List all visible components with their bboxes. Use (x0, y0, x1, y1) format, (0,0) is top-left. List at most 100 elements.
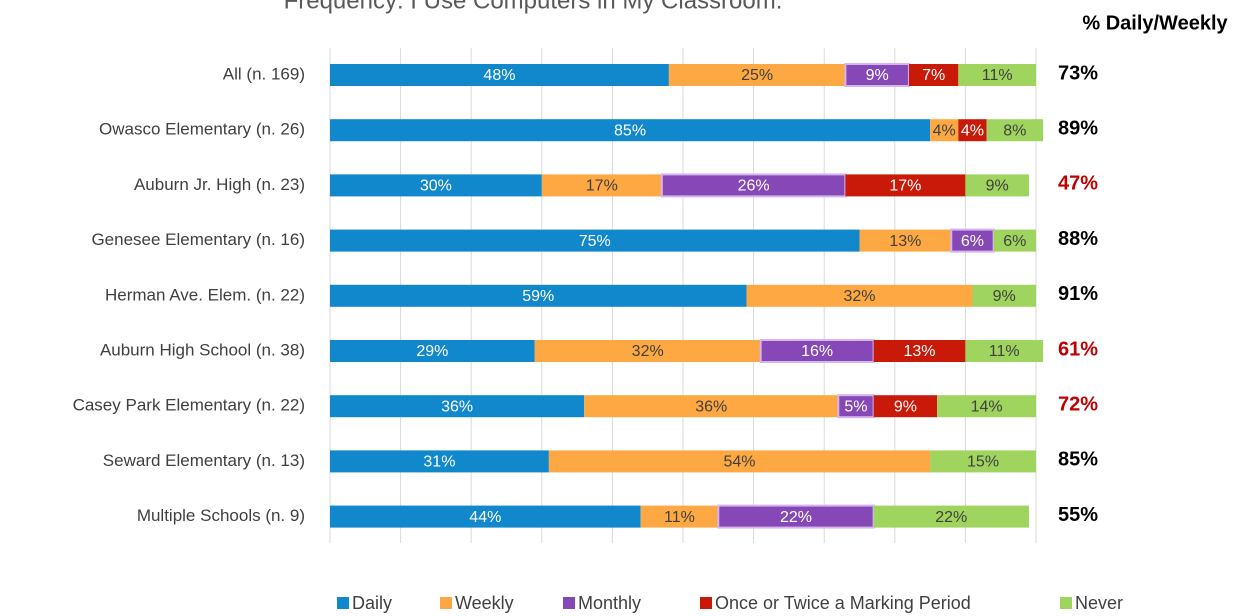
bar-segment (873, 395, 938, 418)
bar-segment (541, 174, 662, 197)
y-tick-label: Multiple Schools (n. 9) (137, 506, 305, 525)
bar-segment (746, 284, 973, 307)
bar-segment (534, 340, 761, 362)
y-tick-label: Auburn High School (n. 38) (100, 340, 305, 359)
legend-swatch (440, 597, 452, 609)
bar-segment (930, 119, 959, 142)
bar-segment (873, 505, 1029, 528)
y-tick-label: Auburn Jr. High (n. 23) (134, 175, 305, 194)
data-label: 32% (632, 343, 664, 360)
bar-segment (958, 64, 1036, 86)
data-label: 13% (889, 233, 921, 250)
data-label: 32% (843, 288, 875, 305)
totals-header: % Daily/Weekly (1082, 12, 1228, 34)
bar-segment (330, 340, 535, 362)
bar-segment (668, 64, 846, 86)
bar-segment (930, 450, 1036, 473)
data-label: 11% (664, 509, 695, 526)
data-label: 26% (738, 178, 770, 195)
data-label: 59% (522, 288, 554, 305)
data-label: 44% (469, 509, 501, 526)
bar-segment (965, 174, 1029, 197)
data-label: 6% (1003, 233, 1026, 250)
data-label: 11% (989, 343, 1020, 360)
data-label: 9% (894, 398, 917, 415)
bar-segment (330, 229, 860, 252)
y-tick-label: Genesee Elementary (n. 16) (91, 230, 305, 249)
bar-segment (845, 174, 966, 197)
legend-swatch (563, 597, 575, 609)
bar-segment (640, 505, 719, 528)
total-label: 72% (1058, 393, 1098, 415)
bar-segment (330, 119, 931, 142)
total-label: 47% (1058, 173, 1098, 195)
data-label: 9% (986, 178, 1009, 195)
bar-segment (965, 340, 1044, 362)
data-label: 31% (423, 454, 455, 471)
data-label: 30% (420, 178, 452, 195)
data-label: 25% (741, 67, 773, 84)
y-tick-label: Owasco Elementary (n. 26) (99, 120, 305, 139)
data-label: 29% (416, 343, 448, 360)
data-label: 36% (695, 398, 727, 415)
bar-segment (972, 284, 1036, 307)
data-label: 5% (844, 398, 867, 415)
bar-segment (584, 395, 839, 418)
bar-segment (330, 450, 549, 473)
data-label: 75% (579, 233, 611, 250)
bar-segment (908, 64, 959, 86)
bar-segment (330, 174, 542, 197)
bar-segment (859, 229, 952, 252)
y-tick-label: All (n. 169) (223, 64, 305, 83)
total-label: 73% (1058, 62, 1098, 84)
total-label: 89% (1058, 117, 1098, 139)
legend-label: Daily (352, 593, 392, 613)
data-label: 8% (1003, 122, 1026, 139)
data-label: 13% (903, 343, 935, 360)
total-label: 88% (1058, 228, 1098, 250)
data-label: 48% (483, 67, 515, 84)
y-tick-label: Casey Park Elementary (n. 22) (73, 396, 305, 415)
data-label: 14% (971, 398, 1003, 415)
bar-segment (958, 119, 987, 142)
legend-swatch (337, 597, 349, 609)
data-label: 15% (967, 454, 999, 471)
data-label: 17% (889, 178, 921, 195)
data-label: 22% (935, 509, 967, 526)
bar-segment (937, 395, 1036, 418)
bar-segment (330, 64, 669, 86)
data-label: 11% (982, 67, 1013, 84)
total-label: 91% (1058, 283, 1098, 305)
total-label: 85% (1058, 449, 1098, 471)
total-label: 55% (1058, 504, 1098, 526)
data-label: 7% (922, 67, 945, 84)
total-label: 61% (1058, 338, 1098, 360)
y-tick-label: Herman Ave. Elem. (n. 22) (105, 285, 305, 304)
data-label: 9% (866, 67, 889, 84)
legend-label: Weekly (455, 593, 514, 613)
data-label: 9% (993, 288, 1016, 305)
legend-swatch (1060, 597, 1072, 609)
bar-segment (330, 505, 641, 528)
bar-segment (986, 119, 1044, 142)
bar-segment (873, 340, 966, 362)
data-label: 85% (614, 122, 646, 139)
y-tick-label: Seward Elementary (n. 13) (103, 451, 305, 470)
bar-segment (548, 450, 931, 473)
data-label: 4% (933, 122, 956, 139)
data-label: 6% (961, 233, 984, 250)
bar-segment (330, 395, 585, 418)
data-label: 16% (801, 343, 833, 360)
chart-title: Frequency: I Use Computers in My Classro… (284, 0, 783, 14)
data-label: 22% (780, 509, 812, 526)
data-label: 54% (723, 454, 755, 471)
legend-label: Never (1075, 593, 1123, 613)
data-label: 17% (586, 178, 618, 195)
bar-segment (993, 229, 1036, 252)
data-label: 4% (961, 122, 984, 139)
bar-segment (330, 284, 747, 307)
legend-label: Once or Twice a Marking Period (715, 593, 971, 613)
legend-swatch (700, 597, 712, 609)
data-label: 36% (441, 398, 473, 415)
